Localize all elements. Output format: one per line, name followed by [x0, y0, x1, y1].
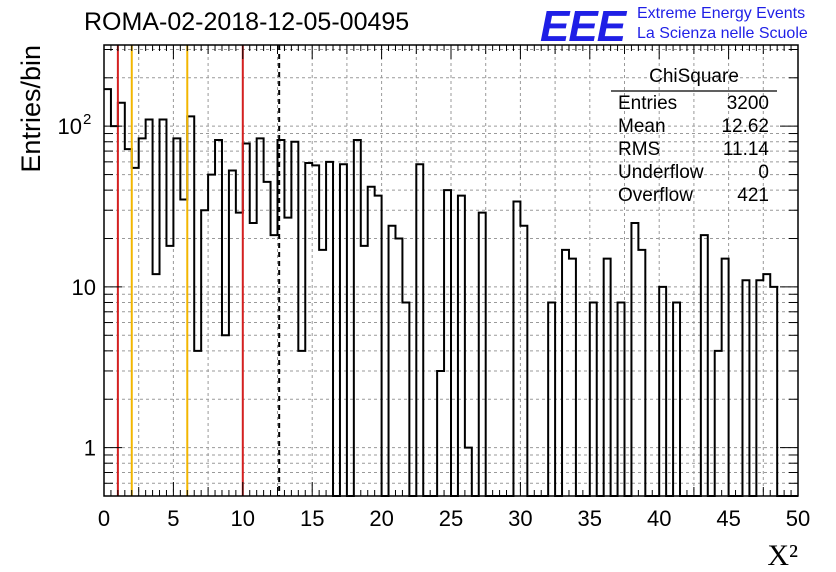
histogram-bin — [659, 287, 666, 496]
y-tick-label: 10 — [72, 275, 96, 300]
histogram-bin — [444, 190, 451, 496]
histogram-bin — [146, 120, 153, 496]
histogram-bin — [458, 196, 465, 496]
x-tick-label: 35 — [578, 506, 602, 531]
x-tick-label: 20 — [369, 506, 393, 531]
x-tick-label: 0 — [98, 506, 110, 531]
histogram-bin — [257, 138, 264, 496]
x-tick-label: 15 — [300, 506, 324, 531]
x-tick-label: 25 — [439, 506, 463, 531]
histogram-bin — [201, 210, 208, 496]
stats-row-value: 3200 — [727, 93, 769, 114]
stats-box-title: ChiSquare — [649, 66, 739, 87]
histogram-bin — [326, 162, 333, 496]
histogram-bin — [479, 213, 486, 496]
histogram-bin — [236, 213, 243, 496]
histogram-bin — [770, 287, 777, 496]
histogram-bin — [395, 239, 402, 496]
histogram-bin — [312, 165, 319, 496]
histogram-bin — [104, 89, 111, 496]
histogram-bin — [715, 351, 722, 496]
x-tick-label: 50 — [786, 506, 810, 531]
x-tick-label: 30 — [508, 506, 532, 531]
run-title: ROMA-02-2018-12-05-00495 — [84, 8, 410, 36]
y-tick-label-exponent: 2 — [83, 111, 91, 128]
histogram-bin — [354, 140, 361, 496]
stats-row-label: Mean — [618, 116, 666, 137]
stats-row-label: Overflow — [618, 185, 693, 206]
histogram-bin — [264, 182, 271, 496]
histogram-bin — [271, 235, 278, 496]
stats-row-label: Entries — [618, 93, 677, 114]
y-tick-label: 1 — [84, 436, 96, 461]
histogram-bin — [111, 126, 118, 496]
x-tick-label: 45 — [716, 506, 740, 531]
histogram-bin — [291, 142, 298, 496]
y-tick-label: 10 — [58, 114, 82, 139]
histogram-bin — [215, 140, 222, 496]
x-axis-title: X² — [767, 539, 798, 572]
stats-box: ChiSquare Entries 3200 Mean 12.62 RMS 11.14 Und… — [611, 66, 777, 206]
histogram-bin — [132, 168, 139, 496]
histogram-bin — [222, 335, 229, 496]
histogram-bin — [701, 235, 708, 496]
histogram-bin — [180, 199, 187, 496]
stats-row-value: 11.14 — [723, 139, 770, 160]
histogram-bin — [305, 163, 312, 496]
stats-row-value: 421 — [737, 185, 769, 206]
x-tick-label: 10 — [231, 506, 255, 531]
stats-row-label: Underflow — [618, 162, 704, 183]
histogram-bin — [160, 120, 167, 496]
x-tick-label: 40 — [647, 506, 671, 531]
logo-line-1: Extreme Energy Events — [637, 5, 806, 22]
eee-logo: EEE — [540, 2, 626, 51]
y-axis-title: Entries/bin — [16, 45, 46, 173]
histogram-bin — [437, 371, 444, 496]
histogram-bin — [187, 116, 194, 496]
histogram-bin — [375, 196, 382, 496]
histogram-bin — [243, 144, 250, 496]
stats-row-value: 12.62 — [721, 116, 769, 137]
histogram-bin — [340, 164, 347, 496]
histogram-bin — [194, 351, 201, 496]
histogram-bin — [139, 138, 146, 496]
histogram-bin — [173, 138, 180, 496]
logo-line-2: La Scienza nelle Scuole — [637, 25, 808, 42]
histogram-bin — [513, 201, 520, 496]
histogram-bin — [416, 164, 423, 496]
stats-row-label: RMS — [618, 139, 660, 160]
histogram-bin — [284, 218, 291, 496]
stats-row-value: 0 — [758, 162, 769, 183]
x-tick-label: 5 — [167, 506, 179, 531]
histogram-bin — [368, 187, 375, 496]
histogram-bin — [298, 351, 305, 496]
